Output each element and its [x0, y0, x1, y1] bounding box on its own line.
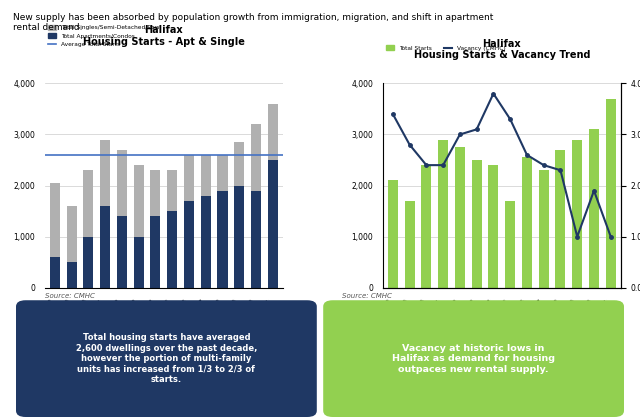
- Bar: [251, 191, 261, 288]
- Bar: [234, 142, 244, 186]
- Bar: [556, 150, 566, 288]
- Bar: [404, 201, 415, 288]
- Bar: [421, 165, 431, 288]
- Bar: [100, 206, 110, 288]
- Bar: [218, 191, 227, 288]
- Bar: [167, 170, 177, 211]
- Text: Source: CMHC: Source: CMHC: [342, 293, 392, 299]
- Bar: [438, 140, 448, 288]
- Bar: [589, 129, 599, 288]
- Text: New supply has been absorbed by population growth from immigration, migration, a: New supply has been absorbed by populati…: [13, 13, 493, 32]
- Bar: [184, 155, 194, 201]
- Bar: [388, 181, 398, 288]
- Bar: [50, 257, 60, 288]
- Bar: [184, 201, 194, 288]
- Bar: [201, 155, 211, 196]
- Text: Source: CMHC: Source: CMHC: [45, 293, 95, 299]
- Bar: [234, 186, 244, 288]
- Legend: Total Starts, Vacancy (CMHC): Total Starts, Vacancy (CMHC): [386, 45, 506, 51]
- Bar: [150, 216, 161, 288]
- Bar: [50, 183, 60, 257]
- Bar: [505, 201, 515, 288]
- Text: Total housing starts have averaged
2,600 dwellings over the past decade,
however: Total housing starts have averaged 2,600…: [76, 333, 257, 384]
- Bar: [268, 104, 278, 160]
- Bar: [100, 140, 110, 206]
- Bar: [134, 237, 144, 288]
- Bar: [150, 170, 161, 216]
- Legend: Total Singles/Semi-Detached/Row, Total Apartments/Condos, Average Total Starts: Total Singles/Semi-Detached/Row, Total A…: [48, 25, 159, 47]
- Bar: [83, 170, 93, 237]
- Title: Halifax
Housing Starts - Apt & Single: Halifax Housing Starts - Apt & Single: [83, 25, 244, 47]
- Bar: [472, 160, 482, 288]
- Bar: [134, 165, 144, 237]
- Title: Halifax
Housing Starts & Vacancy Trend: Halifax Housing Starts & Vacancy Trend: [413, 39, 590, 60]
- Bar: [522, 158, 532, 288]
- Bar: [251, 124, 261, 191]
- Bar: [488, 165, 499, 288]
- Bar: [268, 160, 278, 288]
- Bar: [67, 206, 77, 262]
- Bar: [117, 216, 127, 288]
- Bar: [167, 211, 177, 288]
- Bar: [83, 237, 93, 288]
- Bar: [117, 150, 127, 216]
- Bar: [605, 99, 616, 288]
- Bar: [67, 262, 77, 288]
- Bar: [201, 196, 211, 288]
- Bar: [539, 170, 548, 288]
- Bar: [218, 155, 227, 191]
- Bar: [572, 140, 582, 288]
- Text: Vacancy at historic lows in
Halifax as demand for housing
outpaces new rental su: Vacancy at historic lows in Halifax as d…: [392, 344, 555, 374]
- Bar: [455, 147, 465, 288]
